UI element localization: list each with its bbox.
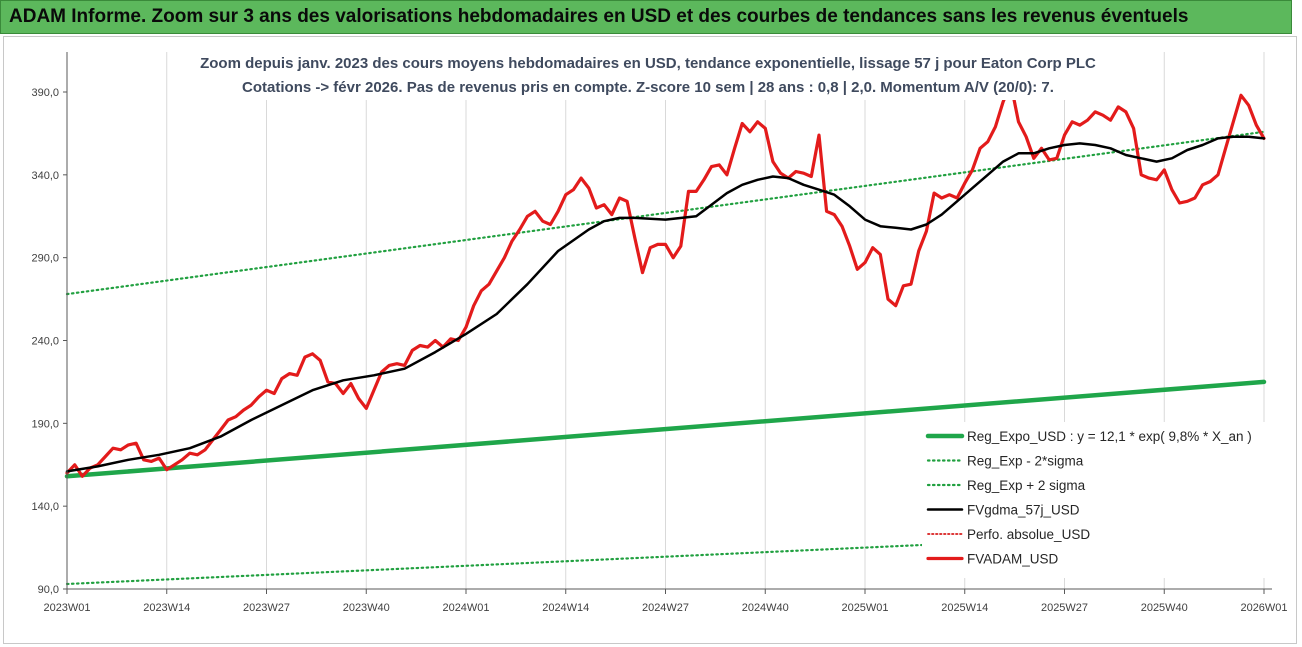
legend-background	[922, 422, 1267, 578]
x-tick-label: 2024W27	[642, 602, 689, 614]
y-tick-label: 90,0	[38, 584, 59, 596]
title-background	[215, 48, 1085, 100]
series-reg-expo	[64, 379, 1267, 479]
x-tick-label: 2025W01	[841, 602, 888, 614]
legend-label-reg-expo: Reg_Expo_USD : y = 12,1 * exp( 9,8% * X_…	[967, 429, 1252, 444]
report-header-bar: ADAM Informe. Zoom sur 3 ans des valoris…	[0, 0, 1292, 34]
chart-title-block: Zoom depuis janv. 2023 des cours moyens …	[200, 48, 1096, 100]
y-tick-label: 390,0	[31, 87, 59, 99]
y-tick-label: 240,0	[31, 336, 59, 348]
x-tick-label: 2023W14	[143, 602, 190, 614]
x-tick-label: 2023W40	[343, 602, 390, 614]
chart-frame	[3, 36, 1297, 644]
x-tick-label: 2025W14	[941, 602, 988, 614]
x-tick-label: 2024W01	[442, 602, 489, 614]
y-tick-label: 140,0	[31, 501, 59, 513]
x-tick-label: 2025W40	[1141, 602, 1188, 614]
x-tick-label: 2026W01	[1240, 602, 1287, 614]
y-tick-label: 290,0	[31, 253, 59, 265]
x-tick-label: 2023W01	[43, 602, 90, 614]
y-tick-label: 340,0	[31, 170, 59, 182]
legend-label-fvadam: FVADAM_USD	[967, 552, 1059, 567]
series-reg-minus-2sigma	[65, 528, 1266, 586]
series-layer	[64, 82, 1267, 586]
series-fvadam	[65, 82, 1266, 478]
x-tick-label: 2025W27	[1041, 602, 1088, 614]
series-reg-plus-2sigma	[65, 130, 1266, 296]
x-tick-label: 2024W14	[542, 602, 589, 614]
chart-title-line-1: Zoom depuis janv. 2023 des cours moyens …	[200, 55, 1096, 72]
x-tick-label: 2024W40	[742, 602, 789, 614]
series-fvgdma-57j	[65, 135, 1266, 473]
legend: Reg_Expo_USD : y = 12,1 * exp( 9,8% * X_…	[922, 422, 1267, 578]
legend-label-fvgdma-57j: FVgdma_57j_USD	[967, 503, 1080, 518]
report-title: ADAM Informe. Zoom sur 3 ans des valoris…	[9, 6, 1189, 27]
axis-layer: 2023W01 2023W14 2023W27 2023W40 2024W01 2024W…	[31, 52, 1288, 614]
chart-title-line-2: Cotations -> févr 2026. Pas de revenus p…	[242, 79, 1054, 96]
legend-label-reg-minus-2sigma: Reg_Exp - 2*sigma	[967, 454, 1084, 469]
legend-label-reg-plus-2sigma: Reg_Exp + 2 sigma	[967, 478, 1086, 493]
legend-label-perfo-absolue: Perfo. absolue_USD	[967, 527, 1090, 542]
x-tick-label: 2023W27	[243, 602, 290, 614]
y-tick-label: 190,0	[31, 418, 59, 430]
